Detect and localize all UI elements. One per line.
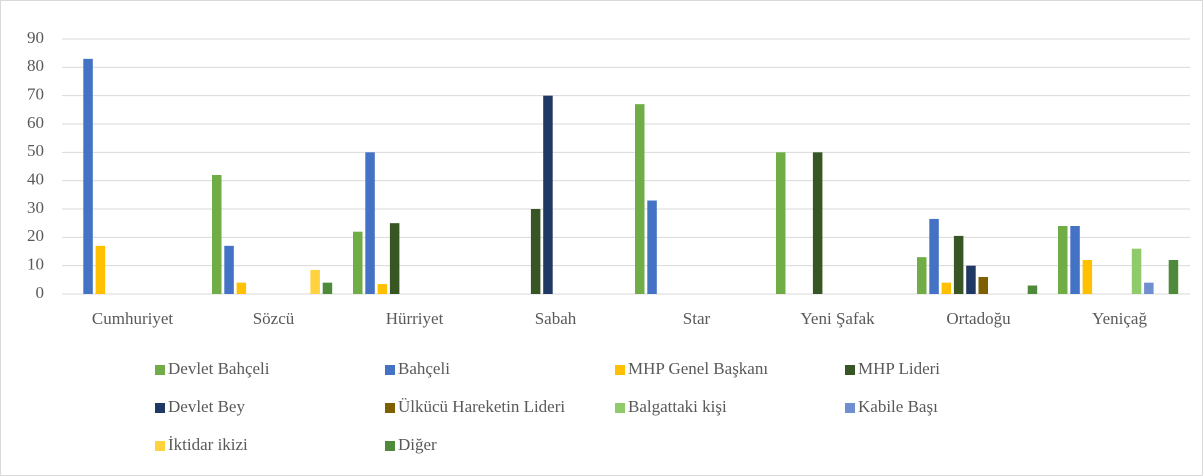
legend-label: Diğer	[398, 435, 437, 454]
legend-swatch	[615, 365, 625, 375]
y-tick-label: 10	[27, 255, 44, 274]
bar	[917, 257, 927, 294]
x-tick-label: Cumhuriyet	[92, 309, 173, 328]
x-tick-label: Sözcü	[253, 309, 295, 328]
bar	[1131, 248, 1142, 294]
bar	[543, 95, 553, 295]
legend-label: Devlet Bahçeli	[168, 359, 270, 378]
legend-label: İktidar ikizi	[168, 435, 248, 454]
bar	[1144, 282, 1154, 294]
legend-label: Ülkücü Hareketin Lideri	[398, 397, 565, 416]
bar	[776, 152, 786, 294]
bar	[929, 218, 939, 294]
legend-swatch	[155, 441, 165, 451]
legend-label: Kabile Başı	[858, 397, 938, 416]
bar	[236, 282, 247, 294]
bar	[353, 231, 363, 294]
bar	[966, 265, 976, 294]
x-tick-label: Yeni Şafak	[800, 309, 875, 328]
x-tick-label: Hürriyet	[386, 309, 444, 328]
bar	[978, 277, 988, 294]
legend-label: Balgattaki kişi	[628, 397, 727, 416]
bar	[1027, 285, 1038, 294]
bar	[212, 175, 222, 294]
bar	[953, 235, 964, 294]
y-tick-label: 30	[27, 198, 44, 217]
legend-swatch	[155, 365, 165, 375]
bar	[83, 58, 93, 295]
legend-label: MHP Genel Başkanı	[628, 359, 768, 378]
legend-swatch	[385, 441, 395, 451]
bar	[812, 152, 823, 294]
y-tick-label: 60	[27, 113, 44, 132]
legend-swatch	[385, 403, 395, 413]
y-tick-label: 80	[27, 56, 44, 75]
x-tick-label: Star	[683, 309, 711, 328]
legend-swatch	[155, 403, 165, 413]
y-tick-label: 50	[27, 141, 44, 160]
bar	[95, 245, 106, 294]
bar	[1070, 226, 1080, 294]
y-tick-label: 0	[36, 283, 45, 302]
legend-label: Devlet Bey	[168, 397, 245, 416]
legend-label: MHP Lideri	[858, 359, 940, 378]
bar	[310, 269, 320, 294]
legend-swatch	[845, 365, 855, 375]
bar	[389, 223, 400, 294]
bar	[1058, 226, 1068, 294]
bar	[647, 200, 657, 294]
x-tick-label: Sabah	[535, 309, 577, 328]
bar	[1168, 260, 1179, 294]
legend-swatch	[615, 403, 625, 413]
y-tick-label: 20	[27, 226, 44, 245]
legend-swatch	[385, 365, 395, 375]
bar	[1082, 260, 1093, 294]
legend-label: Bahçeli	[398, 359, 450, 378]
y-tick-label: 90	[27, 28, 44, 47]
y-tick-label: 70	[27, 85, 44, 104]
bar	[322, 282, 333, 294]
bar	[635, 104, 645, 295]
legend-swatch	[845, 403, 855, 413]
bar	[224, 245, 234, 294]
bar	[941, 282, 952, 294]
x-tick-label: Ortadoğu	[946, 309, 1011, 328]
bar	[530, 209, 541, 294]
y-tick-label: 40	[27, 170, 44, 189]
bar	[365, 152, 375, 294]
x-tick-label: Yeniçağ	[1092, 309, 1147, 328]
bar	[377, 284, 388, 294]
